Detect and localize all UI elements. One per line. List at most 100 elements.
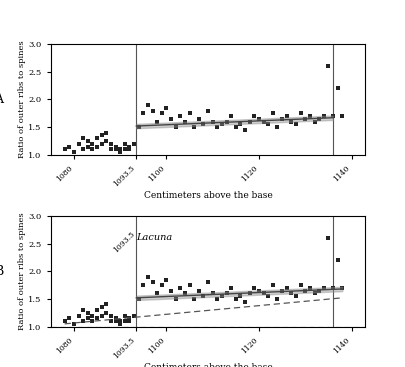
Point <box>98 313 104 319</box>
Point <box>227 113 234 119</box>
Point <box>209 290 215 296</box>
Point <box>84 143 91 149</box>
Point <box>84 138 91 144</box>
Point <box>126 318 132 324</box>
Point <box>98 304 104 310</box>
Point <box>315 116 322 122</box>
Point <box>273 296 280 302</box>
Point <box>190 296 197 302</box>
Point <box>80 318 86 324</box>
Point <box>269 282 275 288</box>
Point <box>75 313 81 319</box>
Point <box>112 146 119 152</box>
Point <box>172 124 179 130</box>
Point <box>149 108 156 113</box>
Point <box>158 110 165 116</box>
Point <box>260 119 266 124</box>
Point <box>103 302 109 308</box>
Text: B: B <box>0 265 3 278</box>
Point <box>167 288 174 294</box>
Point <box>70 321 77 327</box>
Point <box>250 113 257 119</box>
Point <box>320 285 326 291</box>
Y-axis label: Ratio of outer ribs to spines: Ratio of outer ribs to spines <box>17 212 26 330</box>
Point <box>94 135 100 141</box>
Point <box>107 141 114 147</box>
Point <box>135 296 142 302</box>
Point <box>186 110 192 116</box>
Point <box>89 141 96 147</box>
Point <box>103 130 109 136</box>
Point <box>255 116 262 122</box>
Point <box>301 288 308 294</box>
Point <box>324 235 331 241</box>
Point <box>241 299 248 305</box>
Point <box>112 315 119 321</box>
Point <box>94 143 100 149</box>
Point <box>130 313 137 319</box>
Point <box>320 113 326 119</box>
Point <box>149 279 156 285</box>
Point <box>163 277 169 283</box>
Point <box>186 282 192 288</box>
Point <box>167 116 174 122</box>
Point <box>70 149 77 155</box>
Point <box>66 315 72 321</box>
Point <box>117 321 123 327</box>
Point <box>264 121 271 127</box>
Point <box>241 127 248 133</box>
Point <box>121 313 128 319</box>
Point <box>324 63 331 69</box>
Point <box>140 282 146 288</box>
Point <box>94 315 100 321</box>
Point <box>89 313 96 319</box>
Point <box>237 293 243 299</box>
Y-axis label: Ratio of outer ribs to spines: Ratio of outer ribs to spines <box>17 41 26 158</box>
Point <box>223 119 229 124</box>
Point <box>177 285 183 291</box>
Point <box>338 285 345 291</box>
Point <box>338 113 345 119</box>
Point <box>103 310 109 316</box>
Point <box>292 121 298 127</box>
Point <box>153 119 160 124</box>
Point <box>292 293 298 299</box>
Point <box>246 119 252 124</box>
Point <box>278 116 285 122</box>
X-axis label: Centimeters above the base: Centimeters above the base <box>143 191 272 200</box>
Point <box>107 318 114 324</box>
Point <box>112 143 119 149</box>
Point <box>255 288 262 294</box>
Point <box>140 110 146 116</box>
Point <box>250 285 257 291</box>
Point <box>144 274 151 280</box>
Point <box>301 116 308 122</box>
Point <box>121 146 128 152</box>
Point <box>66 143 72 149</box>
Point <box>334 86 340 91</box>
Point <box>181 119 188 124</box>
Point <box>121 318 128 324</box>
Point <box>89 146 96 152</box>
Point <box>61 318 68 324</box>
Point <box>195 116 202 122</box>
Point <box>269 110 275 116</box>
Point <box>117 149 123 155</box>
Point <box>232 124 239 130</box>
Point <box>204 108 211 113</box>
Point <box>121 141 128 147</box>
Point <box>163 105 169 111</box>
Point <box>80 146 86 152</box>
Point <box>209 119 215 124</box>
Point <box>94 307 100 313</box>
Point <box>144 102 151 108</box>
Point <box>117 318 123 324</box>
Point <box>213 296 220 302</box>
Point <box>112 318 119 324</box>
Point <box>218 293 225 299</box>
Point <box>61 146 68 152</box>
Point <box>130 141 137 147</box>
Point <box>107 313 114 319</box>
Point <box>246 290 252 296</box>
Point <box>158 282 165 288</box>
